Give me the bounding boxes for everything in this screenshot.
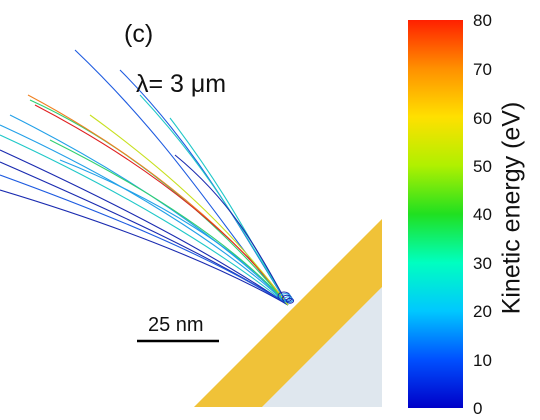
- trajectory-line: [174, 154, 289, 306]
- panel-label: (c): [124, 20, 154, 48]
- electron-trajectories: [0, 49, 295, 306]
- trajectory-loop: [285, 297, 295, 304]
- trajectory-line: [49, 139, 289, 306]
- colorbar-tick-0: 0: [473, 399, 483, 418]
- trajectory-line: [34, 104, 289, 306]
- colorbar-tick-80: 80: [473, 11, 492, 30]
- trajectory-line: [0, 149, 289, 306]
- gold-layer: [194, 219, 382, 407]
- colorbar-tick-10: 10: [473, 351, 492, 370]
- trajectory-line: [119, 69, 289, 306]
- trajectory-line: [139, 94, 289, 306]
- trajectory-line: [0, 134, 289, 306]
- trajectory-line: [0, 189, 289, 306]
- colorbar: [408, 20, 463, 408]
- trajectory-line: [89, 114, 289, 306]
- trajectory-line: [0, 174, 289, 306]
- colorbar-tick-30: 30: [473, 254, 492, 273]
- colorbar-tick-70: 70: [473, 60, 492, 79]
- colorbar-tick-40: 40: [473, 205, 492, 224]
- colorbar-tick-20: 20: [473, 302, 492, 321]
- wavelength-label: λ= 3 μm: [136, 70, 227, 98]
- colorbar-tick-50: 50: [473, 157, 492, 176]
- trajectory-line: [0, 124, 289, 306]
- trajectory-line: [29, 99, 289, 306]
- scale-bar-label: 25 nm: [148, 314, 204, 336]
- colorbar-title: Kinetic energy (eV): [497, 101, 526, 315]
- trajectory-line: [9, 114, 289, 306]
- colorbar-tick-60: 60: [473, 109, 492, 128]
